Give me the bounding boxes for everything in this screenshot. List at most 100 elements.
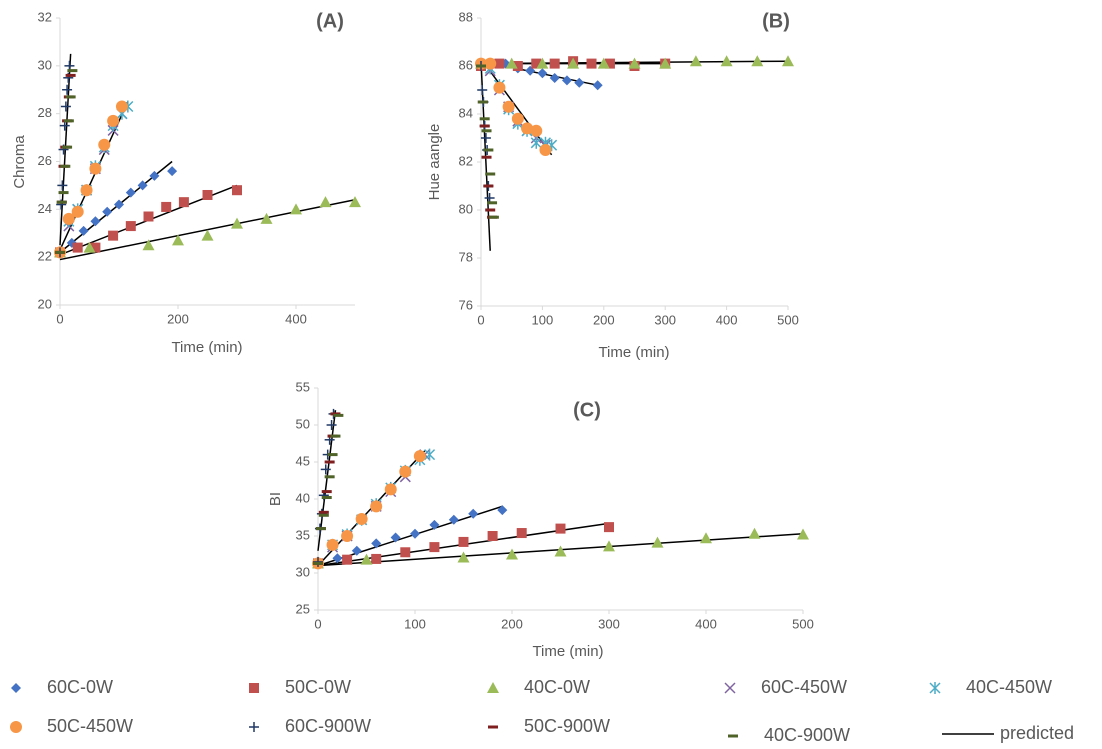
marker-part — [232, 185, 242, 196]
marker-part — [487, 531, 498, 541]
x-tick-label: 400 — [285, 311, 307, 326]
x-tick-label: 0 — [56, 311, 63, 326]
marker-part — [468, 508, 479, 519]
data-point — [506, 548, 518, 560]
marker-part — [355, 512, 368, 525]
marker-part — [539, 144, 552, 156]
marker-part — [651, 536, 664, 548]
data-point — [167, 166, 178, 177]
marker-part — [90, 216, 101, 227]
data-point — [477, 85, 488, 95]
data-point — [413, 450, 426, 463]
data-point — [60, 101, 71, 112]
marker-part — [511, 112, 524, 125]
marker-part — [484, 57, 497, 70]
data-point — [549, 73, 560, 83]
marker-part — [751, 55, 764, 67]
marker-part — [371, 553, 382, 564]
x-tick-label: 400 — [716, 312, 738, 327]
marker-part — [83, 241, 96, 253]
x-tick-label: 100 — [404, 616, 426, 631]
marker-part — [592, 80, 603, 91]
legend-label: 60C-450W — [761, 677, 847, 697]
marker-part — [161, 201, 172, 212]
y-tick-label: 84 — [459, 105, 473, 120]
data-point — [360, 553, 373, 565]
marker-part — [125, 221, 136, 232]
data-point — [371, 538, 382, 549]
data-point — [597, 57, 610, 69]
data-point — [108, 230, 119, 241]
data-point — [549, 58, 560, 69]
marker-part — [720, 55, 733, 67]
legend-marker — [10, 721, 22, 733]
marker-part — [202, 189, 213, 200]
data-point — [390, 532, 401, 543]
data-point — [115, 100, 128, 113]
data-point — [143, 211, 154, 222]
marker-part — [561, 75, 572, 86]
marker-part — [516, 528, 527, 539]
marker-part — [399, 465, 412, 478]
data-point — [512, 61, 523, 71]
data-point — [628, 57, 641, 69]
data-point — [555, 523, 566, 534]
y-tick-label: 30 — [296, 564, 310, 579]
data-point — [603, 540, 615, 552]
y-tick-label: 30 — [38, 57, 52, 72]
data-point — [468, 508, 479, 519]
marker-part — [201, 229, 214, 241]
data-point — [400, 547, 411, 558]
data-point — [57, 180, 68, 191]
data-point — [125, 187, 136, 198]
data-point — [511, 112, 524, 125]
data-point — [586, 58, 597, 69]
legend-label: 60C-0W — [47, 677, 113, 697]
marker-part — [493, 81, 506, 94]
data-point — [142, 239, 155, 251]
data-point — [178, 197, 189, 208]
y-tick-label: 55 — [296, 379, 310, 394]
marker-part — [536, 57, 549, 69]
x-axis-label: Time (min) — [532, 643, 603, 660]
x-tick-label: 100 — [532, 312, 554, 327]
data-point — [351, 545, 362, 556]
marker-part — [724, 682, 736, 694]
legend-marker — [724, 682, 736, 694]
y-tick-label: 78 — [459, 249, 473, 264]
data-point — [458, 536, 469, 547]
data-point — [342, 554, 353, 565]
marker-part — [521, 122, 534, 135]
marker-part — [167, 166, 178, 177]
data-point — [201, 229, 214, 241]
data-point — [410, 528, 420, 539]
data-point — [89, 162, 102, 175]
marker-part — [429, 519, 440, 530]
data-point — [521, 122, 534, 135]
marker-part — [137, 180, 148, 191]
marker-part — [371, 538, 382, 549]
data-point — [90, 216, 101, 227]
y-tick-label: 32 — [38, 9, 52, 24]
marker-part — [512, 61, 523, 71]
x-tick-label: 500 — [792, 616, 814, 631]
marker-part — [98, 138, 111, 151]
data-point — [700, 532, 712, 544]
legend-label: 40C-0W — [524, 677, 590, 697]
data-point — [349, 196, 361, 208]
legend-marker — [11, 683, 21, 693]
marker-part — [11, 683, 21, 693]
data-point — [720, 55, 733, 67]
marker-part — [505, 57, 518, 69]
marker-part — [341, 530, 354, 542]
x-tick-label: 0 — [314, 616, 321, 631]
x-axis-label: Time (min) — [598, 344, 669, 361]
legend-marker — [249, 722, 259, 732]
marker-part — [80, 184, 93, 197]
data-point — [137, 180, 148, 191]
marker-part — [342, 554, 353, 565]
data-point — [62, 84, 73, 95]
marker-part — [700, 532, 712, 544]
marker-part — [586, 58, 597, 69]
marker-part — [506, 548, 518, 560]
